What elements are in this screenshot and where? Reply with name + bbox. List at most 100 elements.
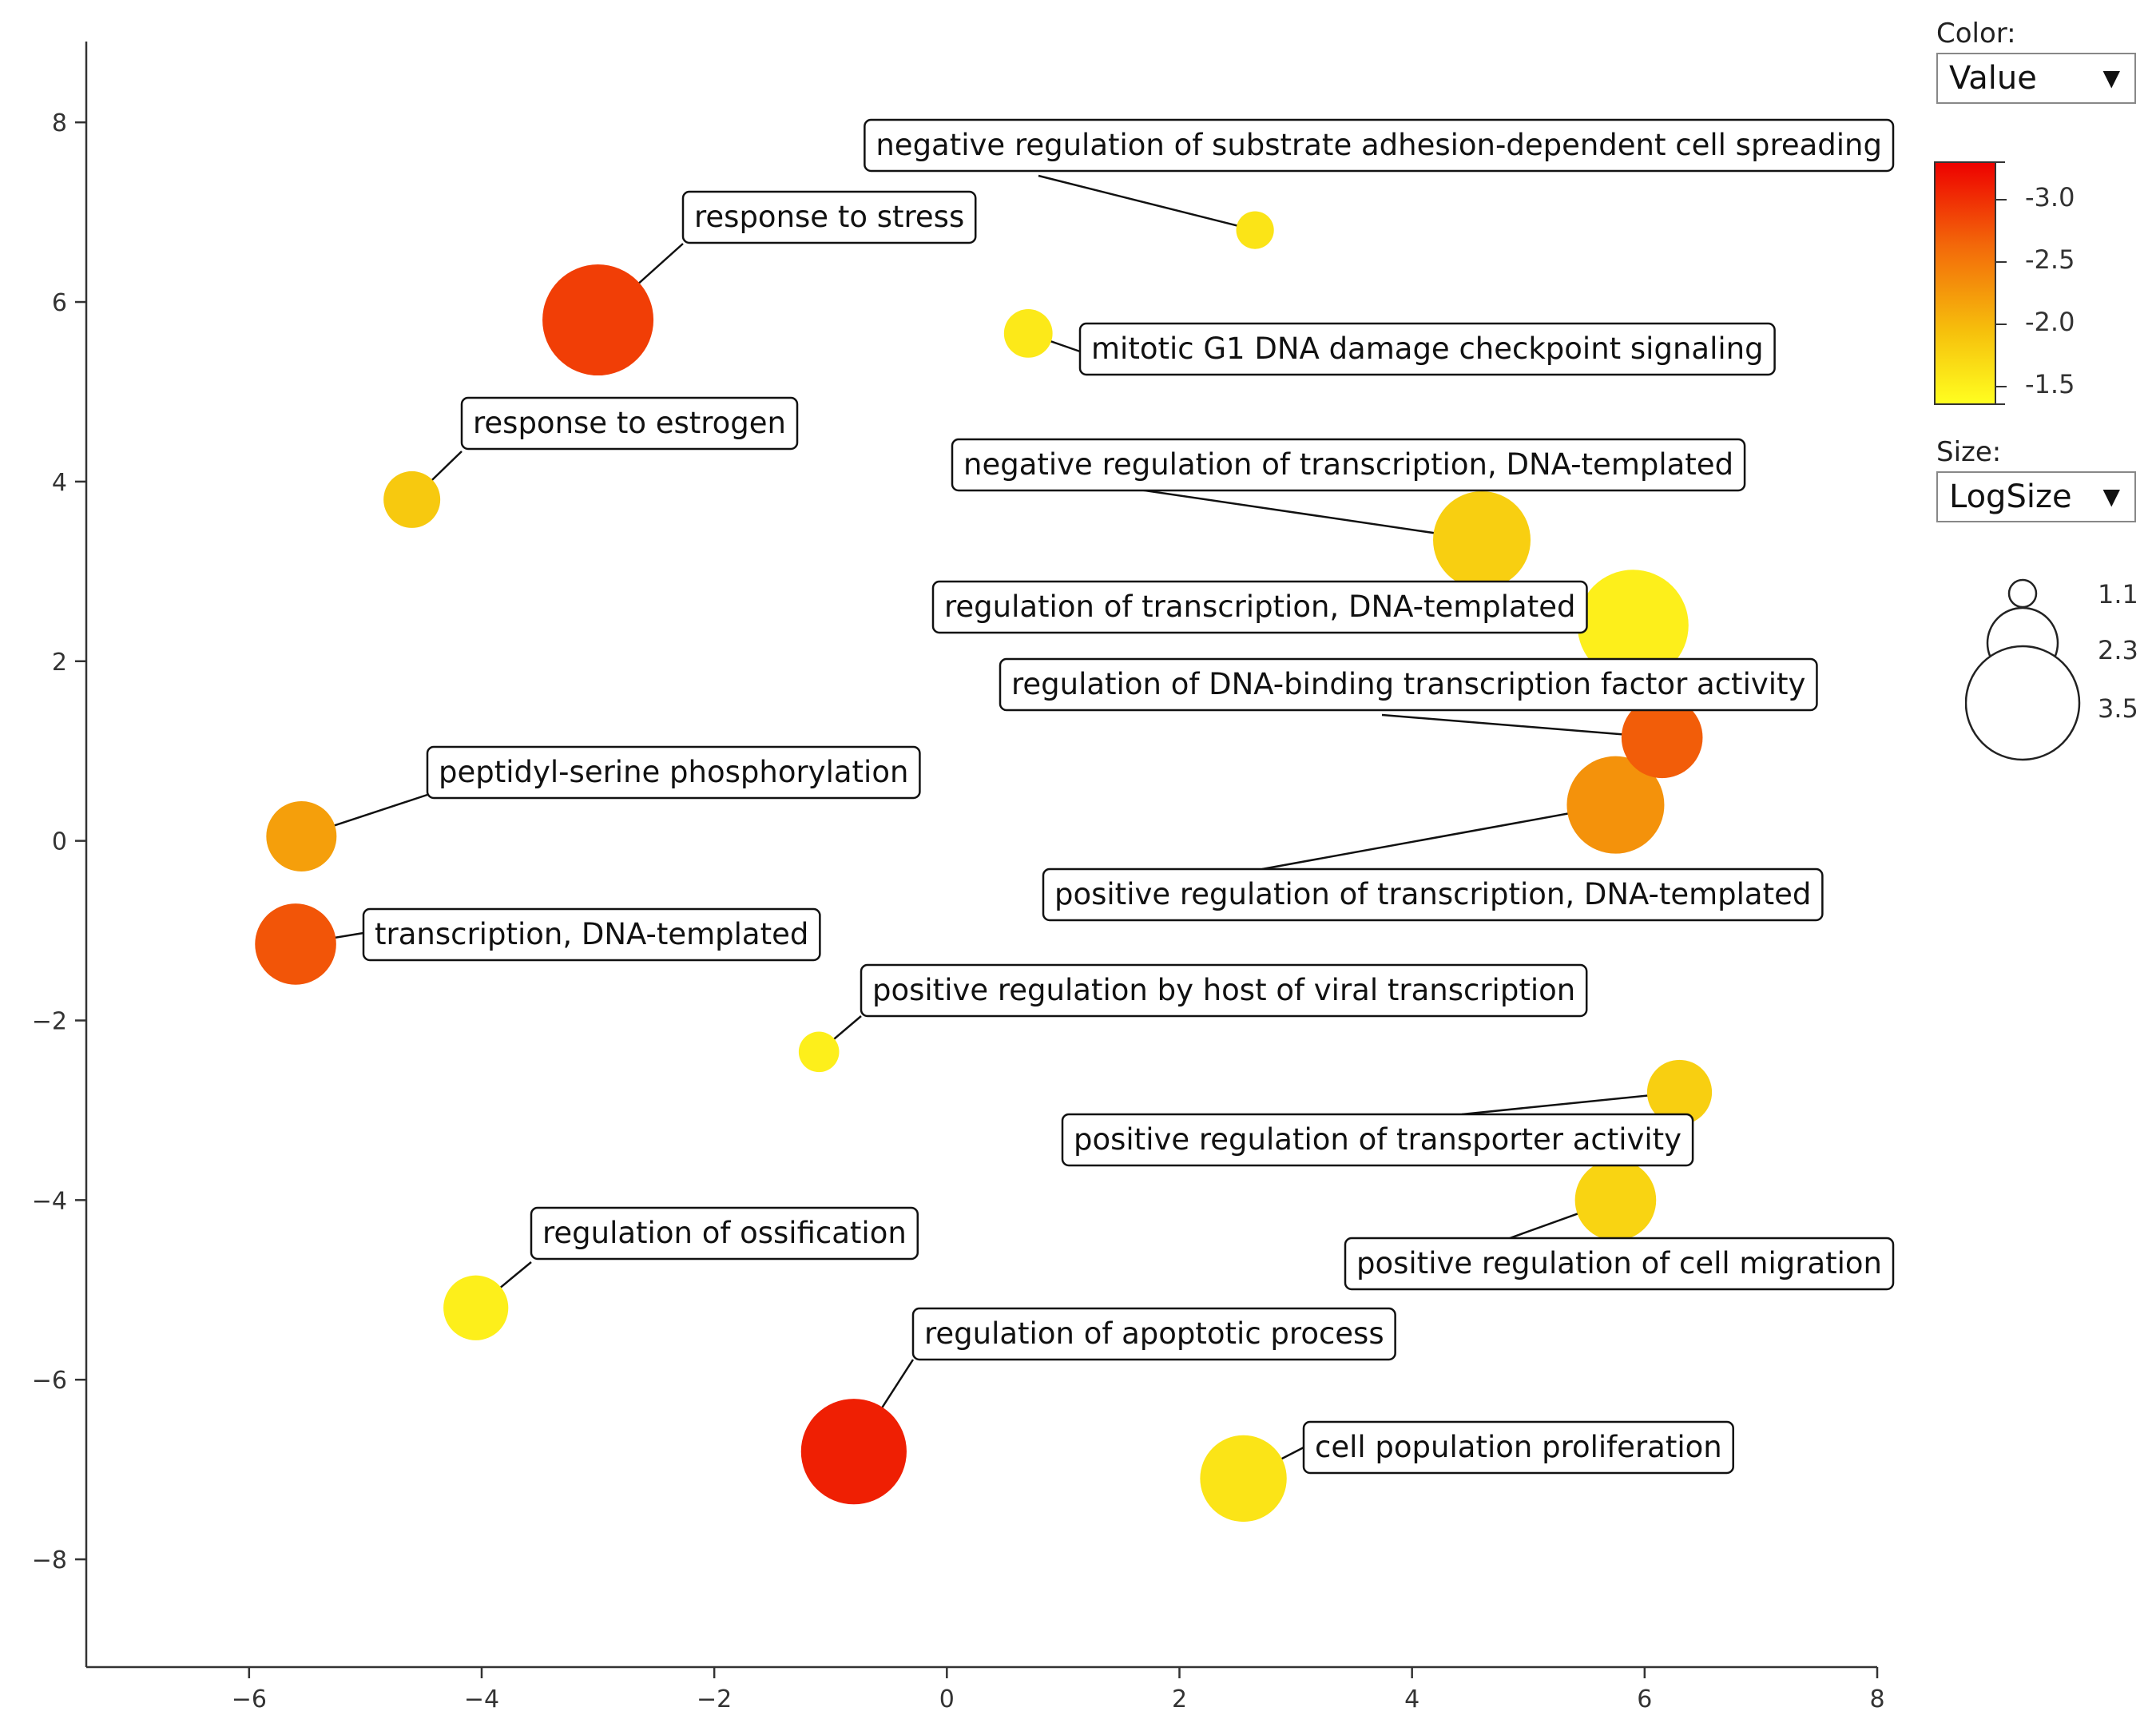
bubble[interactable] bbox=[1003, 309, 1053, 358]
size-legend-circle bbox=[1965, 645, 2081, 761]
color-tick-label: -2.0 bbox=[2025, 307, 2075, 337]
bubble-label: transcription, DNA-templated bbox=[362, 907, 821, 962]
label-text: regulation of ossification bbox=[542, 1216, 907, 1250]
bubble-labels: negative regulation of substrate adhesio… bbox=[362, 118, 1895, 1475]
bubble[interactable] bbox=[798, 1031, 840, 1073]
label-box bbox=[931, 580, 1588, 634]
label-box bbox=[460, 396, 799, 451]
label-box bbox=[860, 963, 1588, 1018]
y-tick-label: 2 bbox=[52, 649, 67, 677]
bubble[interactable] bbox=[443, 1275, 509, 1340]
color-tick-label: -1.5 bbox=[2025, 369, 2075, 399]
size-select[interactable]: LogSize ▼ bbox=[1936, 471, 2136, 522]
bubble[interactable] bbox=[1646, 1059, 1713, 1126]
size-title: Size: bbox=[1936, 436, 2002, 468]
label-box bbox=[999, 657, 1818, 712]
label-box bbox=[1344, 1237, 1895, 1291]
x-tick-label: 8 bbox=[1869, 1685, 1884, 1713]
size-legend-label: 3.5 bbox=[2098, 693, 2138, 724]
bubble-label: regulation of ossification bbox=[530, 1206, 919, 1261]
bubble-label: regulation of DNA-binding transcription … bbox=[999, 657, 1818, 712]
label-text: negative regulation of transcription, DN… bbox=[963, 447, 1733, 482]
bubble[interactable] bbox=[800, 1399, 907, 1505]
label-box bbox=[530, 1206, 919, 1261]
color-select[interactable]: Value ▼ bbox=[1936, 53, 2136, 104]
x-tick-label: −6 bbox=[232, 1685, 267, 1713]
color-gradient bbox=[1934, 161, 1996, 405]
label-text: response to estrogen bbox=[473, 406, 786, 440]
bubble[interactable] bbox=[1236, 211, 1274, 249]
x-tick-label: 2 bbox=[1172, 1685, 1187, 1713]
chevron-down-icon: ▼ bbox=[2102, 483, 2120, 510]
y-tick-label: 4 bbox=[52, 469, 67, 497]
label-text: positive regulation of cell migration bbox=[1356, 1246, 1882, 1280]
label-text: negative regulation of substrate adhesio… bbox=[876, 128, 1882, 162]
bubble-label: response to stress bbox=[681, 190, 977, 244]
bubble[interactable] bbox=[1433, 490, 1531, 589]
bubble-label: positive regulation of transporter activ… bbox=[1061, 1113, 1694, 1167]
label-connector bbox=[1261, 804, 1616, 871]
label-box bbox=[864, 118, 1895, 173]
bubble[interactable] bbox=[266, 801, 337, 872]
label-connector bbox=[1381, 713, 1662, 739]
x-tick-label: 6 bbox=[1637, 1685, 1652, 1713]
label-box bbox=[426, 745, 921, 800]
color-title: Color: bbox=[1936, 18, 2016, 50]
x-tick-label: −4 bbox=[464, 1685, 499, 1713]
bubble-label: mitotic G1 DNA damage checkpoint signali… bbox=[1078, 322, 1776, 376]
color-select-value: Value bbox=[1949, 60, 2037, 97]
bubble-label: response to estrogen bbox=[460, 396, 799, 451]
label-box bbox=[681, 190, 977, 244]
size-legend-label: 2.3 bbox=[2098, 635, 2138, 665]
y-tick-label: 0 bbox=[52, 828, 67, 856]
label-text: cell population proliferation bbox=[1315, 1430, 1722, 1464]
color-scale-bar bbox=[1934, 161, 2007, 405]
bubble-label: positive regulation by host of viral tra… bbox=[860, 963, 1588, 1018]
label-box bbox=[911, 1307, 1396, 1361]
x-tick-label: −2 bbox=[697, 1685, 732, 1713]
color-tick-label: -2.5 bbox=[2025, 244, 2075, 275]
label-text: regulation of apoptotic process bbox=[924, 1316, 1384, 1351]
x-tick-label: 4 bbox=[1404, 1685, 1419, 1713]
label-text: mitotic G1 DNA damage checkpoint signali… bbox=[1091, 332, 1764, 366]
bubble-label: positive regulation of cell migration bbox=[1344, 1237, 1895, 1291]
size-select-value: LogSize bbox=[1949, 478, 2072, 515]
label-text: regulation of DNA-binding transcription … bbox=[1011, 667, 1805, 701]
bubble-label: regulation of transcription, DNA-templat… bbox=[931, 580, 1588, 634]
bubble[interactable] bbox=[1200, 1435, 1287, 1523]
label-connector bbox=[1461, 1091, 1680, 1116]
label-box bbox=[1042, 867, 1824, 922]
label-text: positive regulation of transporter activ… bbox=[1074, 1122, 1682, 1157]
bubble[interactable] bbox=[1574, 1159, 1657, 1241]
label-box bbox=[1302, 1420, 1734, 1475]
label-text: regulation of transcription, DNA-templat… bbox=[944, 590, 1575, 624]
bubble[interactable] bbox=[542, 264, 654, 376]
label-connector bbox=[1038, 174, 1256, 232]
y-tick-label: −6 bbox=[32, 1367, 67, 1395]
bubble-label: positive regulation of transcription, DN… bbox=[1042, 867, 1824, 922]
x-tick-label: 0 bbox=[939, 1685, 955, 1713]
bubble[interactable] bbox=[1621, 697, 1703, 779]
label-box bbox=[951, 438, 1746, 492]
bubble[interactable] bbox=[1577, 570, 1689, 681]
label-text: transcription, DNA-templated bbox=[375, 917, 808, 951]
bubble[interactable] bbox=[1566, 756, 1665, 854]
bubbles bbox=[255, 211, 1713, 1523]
y-tick-label: −4 bbox=[32, 1187, 67, 1215]
label-box bbox=[1078, 322, 1776, 376]
label-box bbox=[1061, 1113, 1694, 1167]
y-tick-label: −2 bbox=[32, 1007, 67, 1035]
bubble[interactable] bbox=[383, 470, 441, 528]
bubble-label: negative regulation of transcription, DN… bbox=[951, 438, 1746, 492]
y-tick-label: 6 bbox=[52, 289, 67, 317]
label-text: positive regulation by host of viral tra… bbox=[872, 973, 1575, 1007]
bubble[interactable] bbox=[255, 903, 336, 985]
size-legend-circle bbox=[2007, 578, 2038, 609]
bubble-label: negative regulation of substrate adhesio… bbox=[864, 118, 1895, 173]
color-tick-label: -3.0 bbox=[2025, 182, 2075, 212]
bubble-label: cell population proliferation bbox=[1302, 1420, 1734, 1475]
size-legend-label: 1.1 bbox=[2098, 579, 2138, 609]
label-text: positive regulation of transcription, DN… bbox=[1054, 877, 1811, 911]
chevron-down-icon: ▼ bbox=[2102, 65, 2120, 91]
